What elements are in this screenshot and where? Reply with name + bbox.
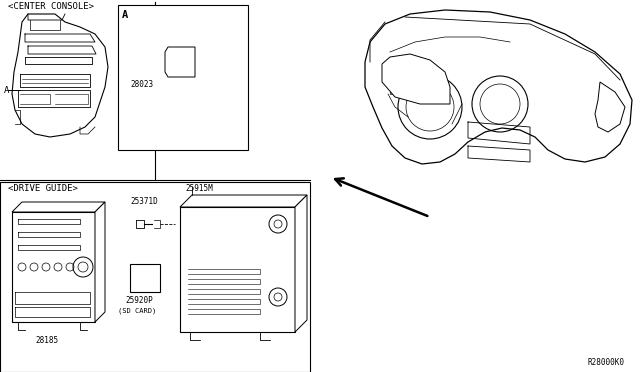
Text: 25915M: 25915M: [185, 184, 212, 193]
Text: R28000K0: R28000K0: [588, 358, 625, 367]
Polygon shape: [12, 212, 95, 322]
Polygon shape: [180, 207, 295, 332]
Polygon shape: [12, 202, 105, 212]
Text: A: A: [4, 86, 10, 94]
Polygon shape: [180, 195, 307, 207]
Polygon shape: [595, 82, 625, 132]
Text: 25371D: 25371D: [130, 197, 157, 206]
Bar: [188, 214, 263, 262]
Text: 25920P: 25920P: [125, 296, 153, 305]
Polygon shape: [165, 47, 195, 77]
Polygon shape: [95, 202, 105, 322]
Bar: [130, 264, 160, 292]
Bar: [0, 182, 310, 372]
Text: 28023: 28023: [130, 80, 153, 89]
Text: A: A: [122, 10, 128, 20]
Polygon shape: [12, 14, 108, 137]
Text: 28185: 28185: [35, 336, 58, 345]
Text: <CENTER CONSOLE>: <CENTER CONSOLE>: [8, 2, 94, 11]
Polygon shape: [295, 195, 307, 332]
Text: <DRIVE GUIDE>: <DRIVE GUIDE>: [8, 184, 78, 193]
Polygon shape: [365, 10, 632, 164]
Text: (SD CARD): (SD CARD): [118, 308, 156, 314]
Polygon shape: [382, 54, 450, 104]
Bar: [118, 5, 248, 150]
